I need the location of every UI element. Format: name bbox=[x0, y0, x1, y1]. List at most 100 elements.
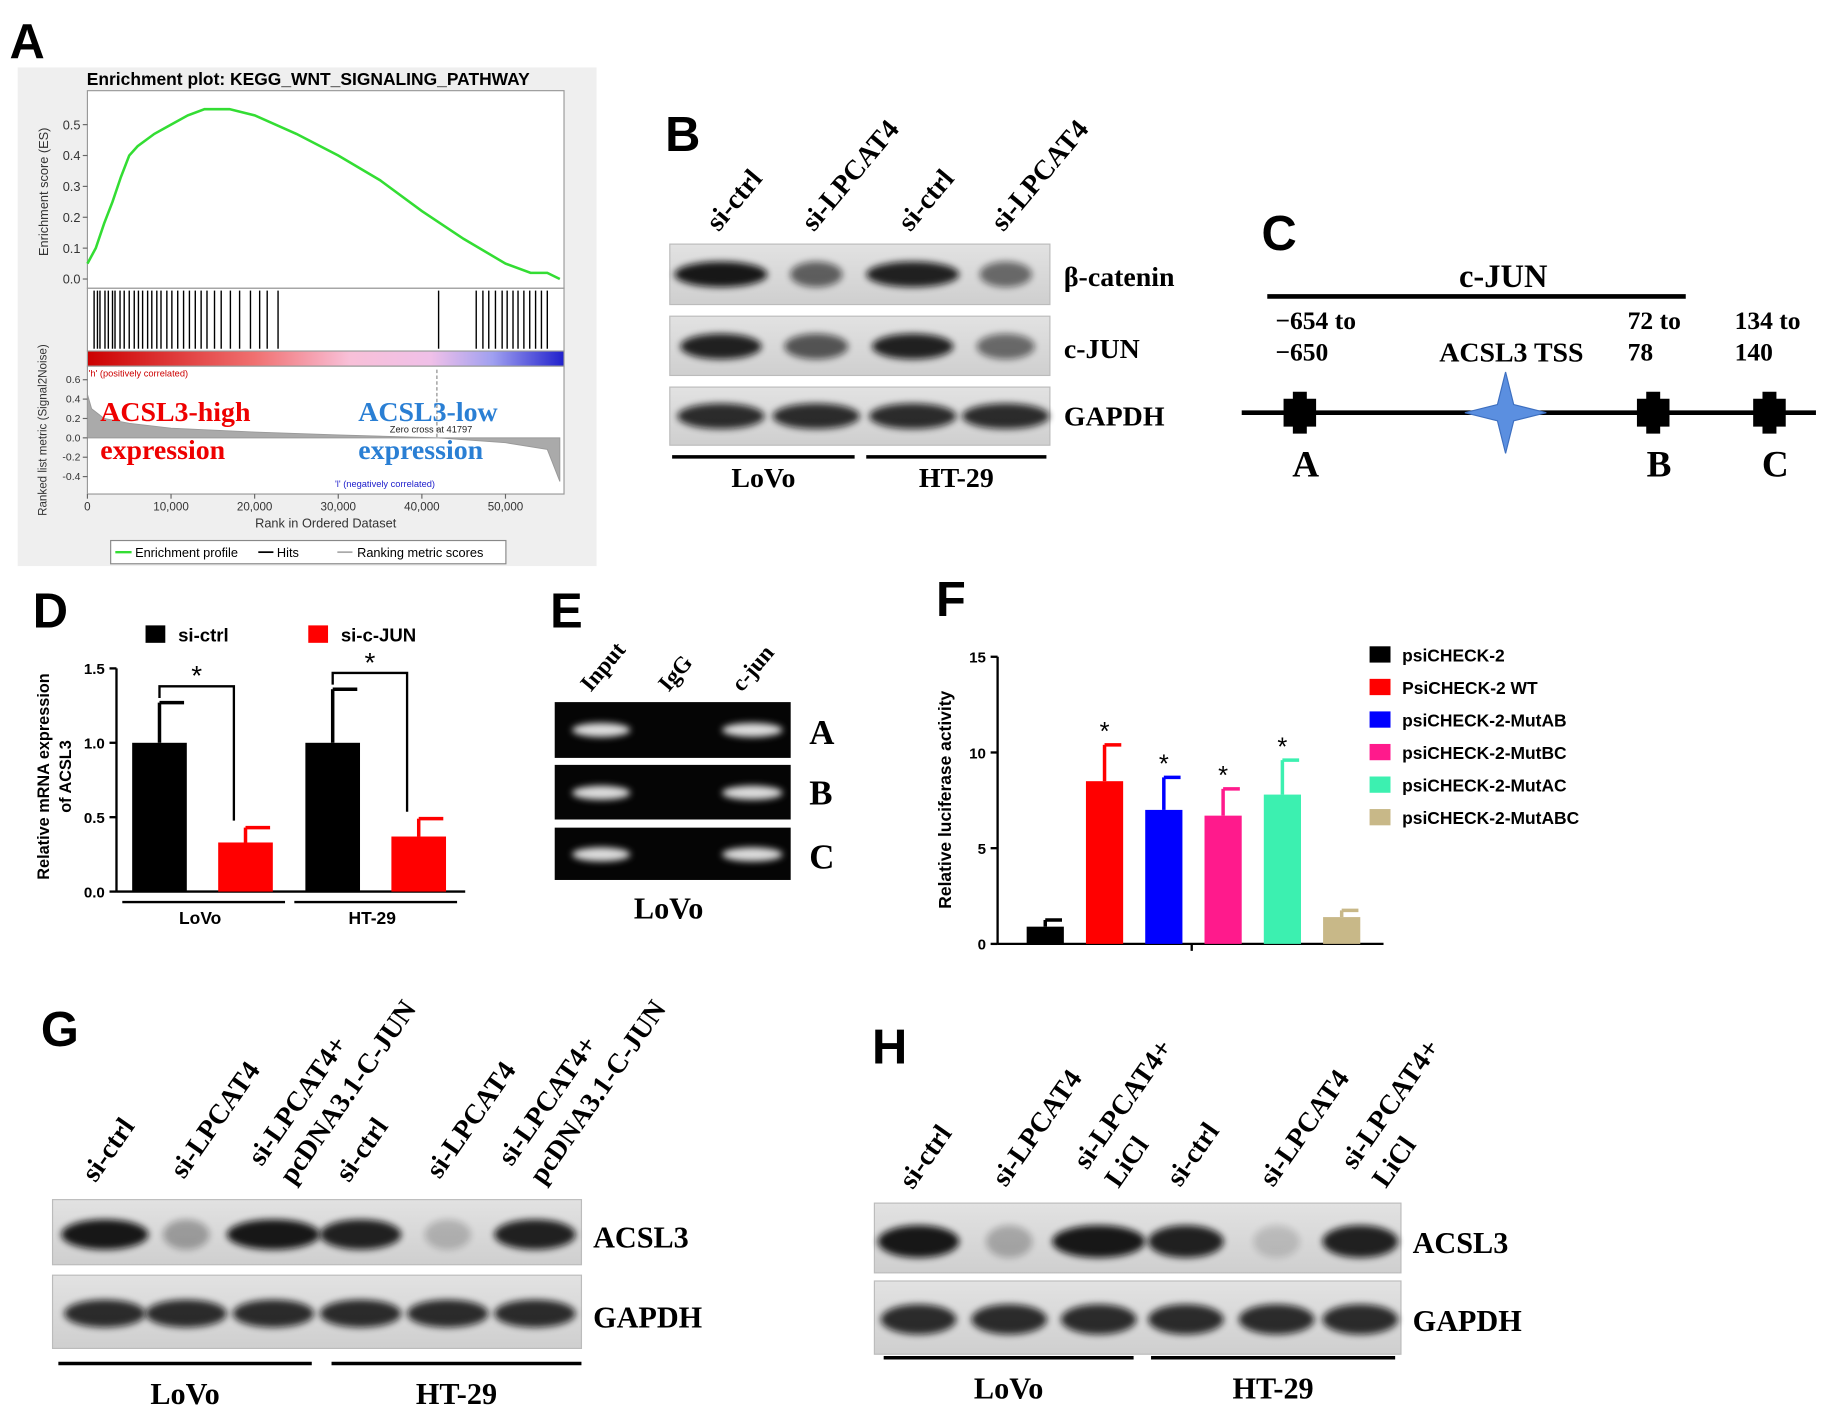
y-tick-label: -0.2 bbox=[62, 453, 80, 464]
band bbox=[979, 261, 1032, 288]
site-label: 134 to bbox=[1735, 306, 1801, 335]
row-label: GAPDH bbox=[1413, 1304, 1522, 1338]
band bbox=[232, 1299, 315, 1328]
band bbox=[145, 1299, 227, 1328]
band bbox=[226, 1219, 320, 1250]
rank-bar bbox=[86, 350, 565, 367]
site-name: B bbox=[1647, 445, 1672, 486]
panel-letter: C bbox=[1261, 207, 1296, 261]
bar bbox=[1204, 815, 1242, 944]
panel-letter: G bbox=[41, 1003, 79, 1057]
band bbox=[1052, 1225, 1146, 1258]
panel-letter: F bbox=[936, 573, 966, 627]
band bbox=[722, 847, 783, 862]
legend-label: si-ctrl bbox=[178, 625, 229, 646]
y-axis-label: Ranked list metric (Signal2Noise) bbox=[37, 344, 50, 516]
legend-label: psiCHECK-2-MutABC bbox=[1402, 808, 1580, 828]
band bbox=[1238, 1304, 1315, 1335]
band bbox=[677, 403, 765, 429]
y-axis-label: Enrichment score (ES) bbox=[36, 128, 51, 256]
band bbox=[1148, 1304, 1224, 1335]
row-label: A bbox=[809, 713, 834, 752]
legend-swatch bbox=[1369, 711, 1391, 728]
tss-star bbox=[1464, 371, 1547, 454]
band bbox=[971, 1304, 1048, 1335]
band bbox=[1253, 1225, 1300, 1258]
y-tick-label: 0.2 bbox=[66, 414, 81, 425]
y-tick-label: -0.4 bbox=[62, 472, 80, 483]
x-tick-label: 40,000 bbox=[404, 500, 440, 513]
lane-label: si-LPCAT4 bbox=[164, 1056, 266, 1184]
y-axis-label: Relative mRNA expression bbox=[35, 673, 53, 879]
site-marker bbox=[1753, 391, 1786, 434]
band bbox=[407, 1299, 489, 1328]
legend-box bbox=[110, 539, 507, 565]
band bbox=[64, 1299, 146, 1328]
bar bbox=[305, 742, 361, 892]
legend-swatch bbox=[1369, 776, 1391, 793]
significance: * bbox=[1159, 751, 1169, 779]
panel-letter: A bbox=[10, 15, 45, 69]
site-name: A bbox=[1292, 445, 1319, 486]
row-label: B bbox=[809, 773, 832, 812]
plot-area bbox=[86, 90, 565, 289]
y-tick-label: 0.3 bbox=[63, 179, 81, 194]
significance: * bbox=[1100, 718, 1110, 746]
category-label: LoVo bbox=[179, 908, 221, 928]
band bbox=[494, 1299, 576, 1328]
significance: * bbox=[191, 660, 202, 691]
band bbox=[61, 1219, 149, 1250]
bar bbox=[132, 742, 187, 892]
site-marker bbox=[1636, 391, 1670, 434]
legend-label: si-c-JUN bbox=[341, 625, 416, 646]
y-tick-label: 1.0 bbox=[84, 736, 105, 753]
annotation: Zero cross at 41797 bbox=[390, 424, 473, 434]
band bbox=[772, 403, 860, 429]
row-label: ACSL3 bbox=[1413, 1226, 1509, 1260]
panel-letter: H bbox=[872, 1021, 907, 1075]
y-tick-label: 1.5 bbox=[84, 661, 105, 678]
band bbox=[674, 261, 768, 288]
row-label: GAPDH bbox=[593, 1300, 702, 1334]
significance-bracket bbox=[158, 685, 236, 821]
band bbox=[872, 333, 954, 360]
bar bbox=[1145, 809, 1183, 944]
panel-letter: B bbox=[665, 108, 700, 162]
band bbox=[680, 333, 762, 360]
band bbox=[1060, 1304, 1137, 1335]
y-tick-label: 0.5 bbox=[63, 117, 81, 132]
lane-label: si-ctrl bbox=[1160, 1117, 1225, 1192]
y-tick-label: 0 bbox=[978, 937, 986, 954]
significance-bracket bbox=[331, 671, 409, 812]
y-tick-label: 0.6 bbox=[66, 375, 81, 386]
category-label: HT-29 bbox=[348, 908, 396, 928]
row-label: C bbox=[809, 837, 834, 876]
significance: * bbox=[1218, 762, 1228, 790]
band bbox=[722, 723, 783, 737]
y-tick-label: 5 bbox=[978, 841, 986, 858]
band bbox=[572, 723, 631, 737]
legend-swatch bbox=[145, 625, 166, 643]
chart-title: Enrichment plot: KEGG_WNT_SIGNALING_PATH… bbox=[87, 69, 530, 89]
lane-label: c-jun bbox=[727, 640, 780, 696]
metric-area bbox=[86, 394, 561, 482]
row-label: c-JUN bbox=[1064, 334, 1140, 365]
x-tick-label: 30,000 bbox=[321, 500, 357, 513]
annotation: expression bbox=[358, 435, 483, 466]
bar bbox=[1263, 794, 1301, 944]
tss-label: ACSL3 TSS bbox=[1439, 338, 1583, 369]
legend-label: Ranking metric scores bbox=[357, 545, 483, 560]
group-label: HT-29 bbox=[919, 463, 994, 494]
bar bbox=[1323, 917, 1361, 944]
lane-label: si-ctrl bbox=[76, 1112, 141, 1187]
y-tick-label: 0.4 bbox=[63, 148, 81, 163]
site-name: C bbox=[1762, 445, 1789, 486]
group-label: LoVo bbox=[150, 1377, 219, 1411]
x-tick-label: 10,000 bbox=[153, 500, 189, 513]
y-tick-label: 0.5 bbox=[84, 810, 105, 827]
band bbox=[319, 1219, 402, 1250]
band bbox=[976, 333, 1035, 360]
bar bbox=[391, 836, 447, 892]
